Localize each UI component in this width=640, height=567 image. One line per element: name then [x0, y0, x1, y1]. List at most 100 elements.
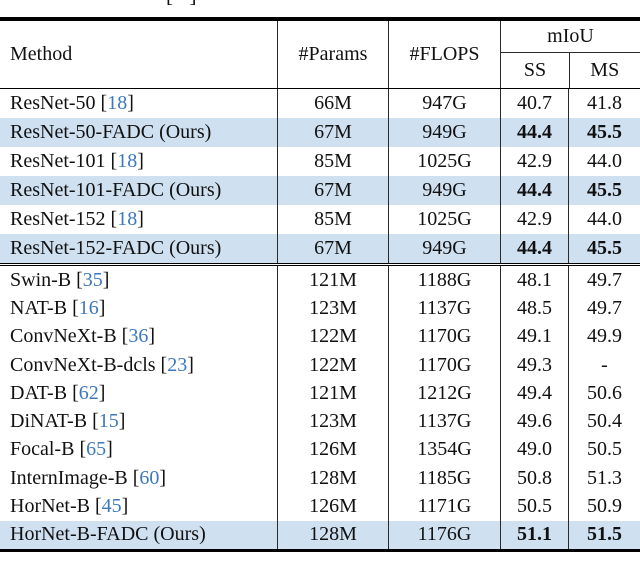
- params-cell: 67M: [277, 176, 388, 205]
- ss-cell: 49.3: [500, 350, 568, 380]
- header-miou-group: mIoU SS MS: [500, 20, 640, 88]
- citation-open-bracket: [: [72, 296, 79, 319]
- ss-cell: 50.8: [500, 464, 568, 493]
- citation-number: 35: [82, 268, 103, 291]
- ss-cell: 49.1: [500, 322, 568, 351]
- citation-link[interactable]: [45]: [95, 495, 128, 518]
- table-row-ours: HorNet-B-FADC [] (Ours) 128M 1176G 51.1 …: [0, 520, 640, 549]
- citation-open-bracket: [: [132, 466, 140, 489]
- citation-link[interactable]: [23]: [161, 354, 194, 377]
- paper-table-figure: [ ] Method #Params #FLOPS mIoU SS MS Res…: [0, 0, 640, 553]
- citation-link[interactable]: [65]: [79, 438, 112, 461]
- table-row: ConvNeXt-B-dcls [23] 122M 1170G 49.3 -: [0, 350, 640, 380]
- table-bottom-rule: [0, 548, 640, 553]
- method-name: ConvNeXt-B: [10, 325, 117, 348]
- flops-cell: 1170G: [388, 350, 500, 380]
- method-name: HorNet-B: [10, 495, 90, 518]
- method-cell: ResNet-152-FADC [] (Ours): [0, 234, 277, 263]
- citation-open-bracket: [: [110, 150, 118, 172]
- params-cell: 67M: [277, 234, 388, 263]
- citation-number: 18: [117, 150, 138, 172]
- method-cell: DAT-B [62]: [0, 379, 277, 407]
- table-row: HorNet-B [45] 126M 1171G 50.5 50.9: [0, 492, 640, 521]
- citation-close-bracket: ]: [137, 150, 144, 172]
- ms-cell: 44.0: [568, 205, 640, 234]
- method-cell: ResNet-101 [18]: [0, 147, 277, 176]
- method-name: HorNet-B-FADC: [10, 523, 149, 546]
- flops-cell: 1025G: [388, 205, 500, 234]
- table-section-resnet: ResNet-50 [18] 66M 947G 40.7 41.8 ResNet…: [0, 89, 640, 263]
- citation-close-bracket: ]: [148, 325, 156, 348]
- citation-close-bracket: ]: [106, 438, 113, 461]
- method-name: Focal-B: [10, 438, 75, 461]
- citation-number: 15: [98, 410, 119, 433]
- flops-cell: 1212G: [388, 379, 500, 408]
- params-cell: 121M: [277, 266, 388, 295]
- caption-citation-bracket-fragment: [ ]: [166, 0, 226, 6]
- citation-link[interactable]: [35]: [76, 269, 109, 292]
- ss-cell: 49.4: [500, 379, 568, 408]
- ss-cell: 44.4: [500, 176, 568, 205]
- flops-cell: 1188G: [388, 266, 500, 295]
- ss-cell: 48.1: [500, 266, 568, 295]
- ms-cell: 51.5: [568, 520, 640, 549]
- table-row: ResNet-50 [18] 66M 947G 40.7 41.8: [0, 89, 640, 118]
- flops-cell: 949G: [388, 234, 500, 263]
- table-row-ours: ResNet-152-FADC [] (Ours) 67M 949G 44.4 …: [0, 234, 640, 263]
- table-row: ConvNeXt-B [36] 122M 1170G 49.1 49.9: [0, 322, 640, 351]
- params-cell: 123M: [277, 407, 388, 436]
- table-row: NAT-B [16] 123M 1137G 48.5 49.7: [0, 294, 640, 323]
- method-cell: ConvNeXt-B-dcls [23]: [0, 351, 277, 379]
- method-cell: ResNet-50 [18]: [0, 89, 277, 118]
- params-cell: 126M: [277, 435, 388, 465]
- method-name: ResNet-152-FADC: [10, 237, 165, 259]
- top-margin: [0, 0, 640, 17]
- citation-open-bracket: [: [92, 410, 99, 433]
- citation-close-bracket: ]: [98, 296, 106, 319]
- flops-cell: 1137G: [388, 294, 500, 323]
- citation-link[interactable]: [15]: [92, 410, 125, 433]
- citation-link[interactable]: [62]: [72, 382, 105, 405]
- citation-link[interactable]: [16]: [72, 297, 105, 320]
- header-ss: SS: [523, 58, 547, 81]
- citation-link[interactable]: [36]: [122, 325, 155, 348]
- method-cell: Focal-B [65]: [0, 436, 277, 464]
- citation-link[interactable]: [18]: [111, 208, 144, 231]
- citation-link[interactable]: [18]: [101, 92, 134, 115]
- params-cell: 121M: [277, 379, 388, 408]
- flops-cell: 1176G: [388, 520, 500, 549]
- citation-close-bracket: ]: [187, 353, 194, 376]
- citation-open-bracket: [: [79, 438, 87, 461]
- method-name: ResNet-50: [10, 92, 96, 114]
- citation-link[interactable]: [18]: [111, 150, 144, 173]
- ms-cell: 45.5: [568, 234, 640, 263]
- table-section-transformers: Swin-B [35] 121M 1188G 48.1 49.7 NAT-B […: [0, 266, 640, 549]
- method-name: ResNet-101: [10, 150, 106, 172]
- flops-cell: 1025G: [388, 147, 500, 176]
- ss-cell: 48.5: [500, 294, 568, 323]
- citation-open-bracket: [: [76, 268, 83, 291]
- ms-cell: 50.5: [568, 435, 640, 465]
- citation-close-bracket: ]: [127, 92, 134, 114]
- table-row: ResNet-101 [18] 85M 1025G 42.9 44.0: [0, 147, 640, 176]
- header-ms: MS: [569, 53, 640, 88]
- flops-cell: 1354G: [388, 435, 500, 465]
- ms-cell: 44.0: [568, 147, 640, 176]
- citation-link[interactable]: [60]: [133, 467, 166, 490]
- citation-number: 23: [167, 353, 188, 376]
- method-name: ResNet-101-FADC: [10, 179, 165, 201]
- ms-cell: -: [568, 350, 640, 380]
- ms-cell: 49.7: [568, 266, 640, 295]
- method-name: DiNAT-B: [10, 410, 88, 433]
- table-row: Focal-B [65] 126M 1354G 49.0 50.5: [0, 435, 640, 465]
- ss-cell: 49.6: [500, 407, 568, 436]
- citation-number: 18: [107, 92, 128, 114]
- params-cell: 85M: [277, 205, 388, 234]
- citation-close-bracket: ]: [98, 381, 106, 404]
- params-cell: 85M: [277, 147, 388, 176]
- ss-cell: 51.1: [500, 520, 568, 549]
- table-header-row: Method #Params #FLOPS mIoU SS MS: [0, 20, 640, 88]
- flops-cell: 1185G: [388, 464, 500, 493]
- params-cell: 67M: [277, 118, 388, 147]
- table-row-ours: ResNet-101-FADC [] (Ours) 67M 949G 44.4 …: [0, 176, 640, 205]
